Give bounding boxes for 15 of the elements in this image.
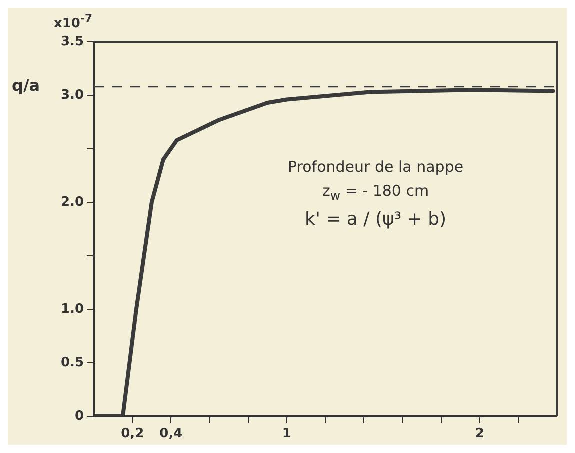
y-tick-label: 3.5 <box>61 34 84 50</box>
x-tick-label: 1 <box>282 426 292 442</box>
x-tick-label: 0,4 <box>160 426 183 442</box>
y-axis-title: q/a <box>12 76 40 95</box>
y-tick-label: 0 <box>74 408 84 424</box>
text: x10$^{-7}$ <box>54 12 93 32</box>
annotation: k' = a / (ψ³ + b) <box>304 209 448 230</box>
y-tick-label: 2.0 <box>61 194 84 210</box>
x-tick-label: 2 <box>475 426 484 442</box>
y-tick-label: 0.5 <box>61 355 84 370</box>
x-tick-label: 0,2 <box>121 426 144 442</box>
annotation: z$_{w}$ = - 180 cm <box>321 182 430 203</box>
y-tick-label: 3.0 <box>61 88 84 103</box>
annotation: Profondeur de la nappe <box>288 158 464 176</box>
y-tick-label: 1.0 <box>61 302 84 317</box>
